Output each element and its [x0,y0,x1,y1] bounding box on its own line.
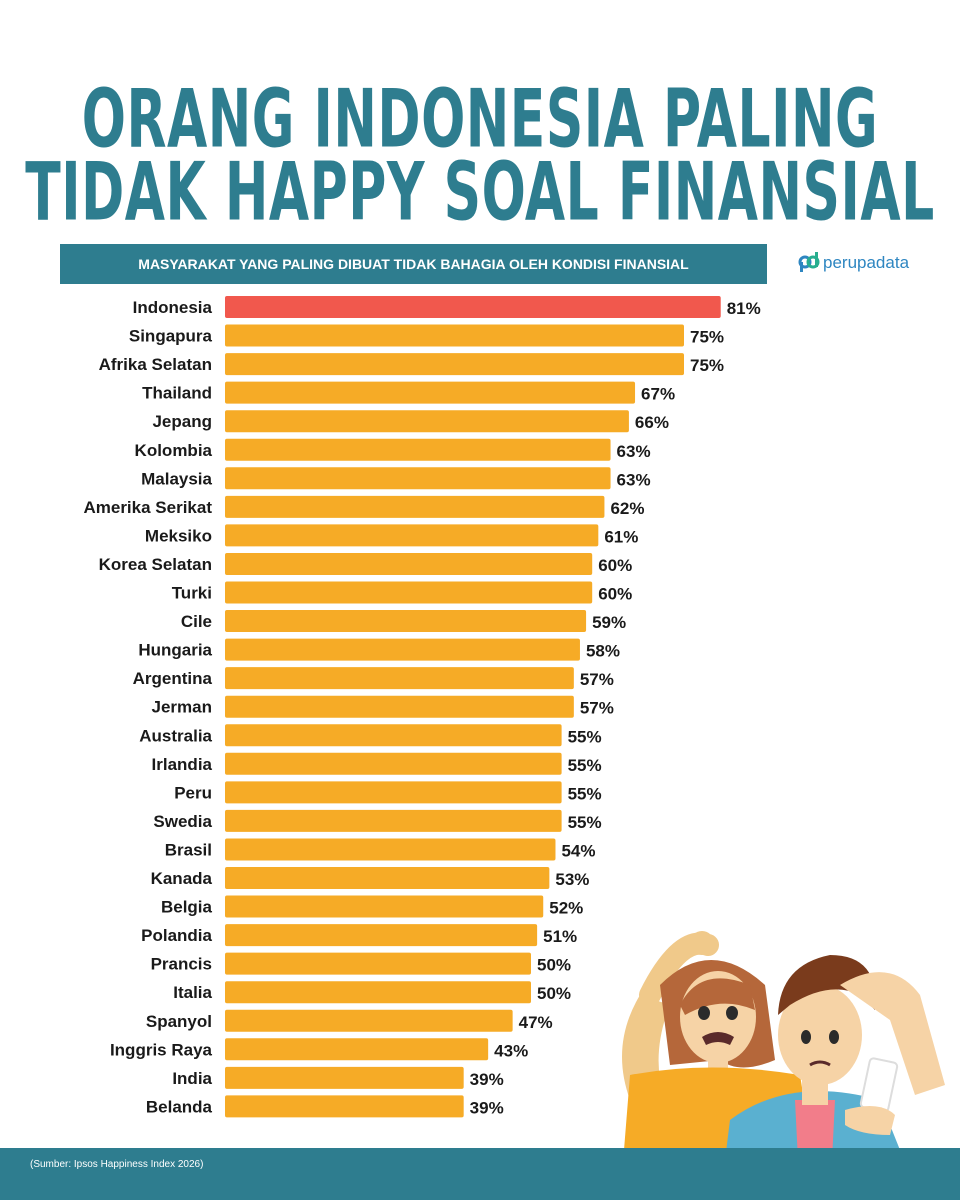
category-label: Prancis [151,955,212,974]
category-label: Hungaria [138,641,212,660]
value-label: 53% [555,870,589,889]
category-label: Irlandia [152,755,213,774]
bar [225,353,684,376]
bar [225,1066,464,1089]
category-label: Meksiko [145,526,212,545]
category-label: Singapura [129,327,213,346]
bar-chart: Indonesia 81% Singapura 75% Afrika Selatan 75… [83,296,761,1118]
value-label: 66% [635,413,669,432]
value-label: 50% [537,956,571,975]
bar [225,724,562,747]
bar [225,296,721,318]
page-title-line-1: ORANG INDONESIA PALING [81,73,879,167]
category-label: Amerika Serikat [83,498,212,517]
bar [225,667,574,690]
category-label: Cile [181,612,212,631]
value-label: 57% [580,670,614,689]
value-label: 55% [568,727,602,746]
pd-logo-icon [798,252,820,274]
value-label: 54% [561,841,595,860]
value-label: 75% [690,356,724,375]
value-label: 61% [604,527,638,546]
bar [225,924,538,947]
value-label: 39% [470,1098,504,1117]
value-label: 55% [568,784,602,803]
value-label: 39% [470,1070,504,1089]
bar [225,495,605,518]
bar [225,524,599,547]
category-label: Polandia [141,926,212,945]
bar [225,781,562,804]
category-label: Afrika Selatan [99,355,212,374]
category-label: Jerman [152,698,212,717]
bar [225,610,587,633]
bar [225,809,562,832]
bar [225,695,574,718]
value-label: 60% [598,556,632,575]
category-label: Swedia [153,812,212,831]
value-label: 67% [641,385,675,404]
value-label: 59% [592,613,626,632]
category-label: India [172,1069,212,1088]
category-label: Turki [172,584,212,603]
bar [225,1038,489,1061]
bar [225,638,580,661]
value-label: 57% [580,699,614,718]
value-label: 47% [519,1013,553,1032]
bar [225,581,593,604]
bar [225,467,611,490]
category-label: Brasil [165,840,212,859]
category-label: Italia [173,983,212,1002]
value-label: 43% [494,1041,528,1060]
bar [225,895,544,918]
value-label: 62% [610,499,644,518]
category-label: Indonesia [133,298,213,317]
subtitle-banner: MASYARAKAT YANG PALING DIBUAT TIDAK BAHA… [60,244,767,284]
bar [225,438,611,461]
bar [225,752,562,775]
page-title-line-2: TIDAK HAPPY SOAL FINANSIAL [25,146,935,240]
category-label: Thailand [142,384,212,403]
category-label: Australia [139,726,212,745]
value-label: 81% [727,299,761,318]
brand-logo-text: perupadata [823,253,910,272]
bar [225,838,556,861]
bar [225,1095,464,1118]
subtitle-text: MASYARAKAT YANG PALING DIBUAT TIDAK BAHA… [138,256,689,272]
bar [225,552,593,575]
category-label: Jepang [152,412,212,431]
value-label: 58% [586,642,620,661]
bar [225,410,629,433]
value-label: 55% [568,756,602,775]
category-label: Malaysia [141,469,212,488]
category-label: Kanada [151,869,213,888]
value-label: 55% [568,813,602,832]
bar [225,952,531,975]
brand-logo: perupadata [798,252,909,274]
footer-band [0,1148,960,1200]
value-label: 63% [617,470,651,489]
category-label: Spanyol [146,1012,212,1031]
value-label: 51% [543,927,577,946]
category-label: Belgia [161,898,213,917]
bar [225,867,550,889]
source-note: (Sumber: Ipsos Happiness Index 2026) [30,1159,204,1170]
bar [225,324,684,347]
bar [225,981,531,1004]
bar [225,381,636,404]
category-label: Belanda [146,1097,213,1116]
value-label: 52% [549,899,583,918]
category-label: Kolombia [135,441,213,460]
category-label: Peru [174,783,212,802]
category-label: Korea Selatan [99,555,212,574]
value-label: 63% [617,442,651,461]
bar [225,1009,513,1032]
category-label: Inggris Raya [110,1040,213,1059]
category-label: Argentina [133,669,213,688]
value-label: 60% [598,585,632,604]
value-label: 50% [537,984,571,1003]
value-label: 75% [690,328,724,347]
